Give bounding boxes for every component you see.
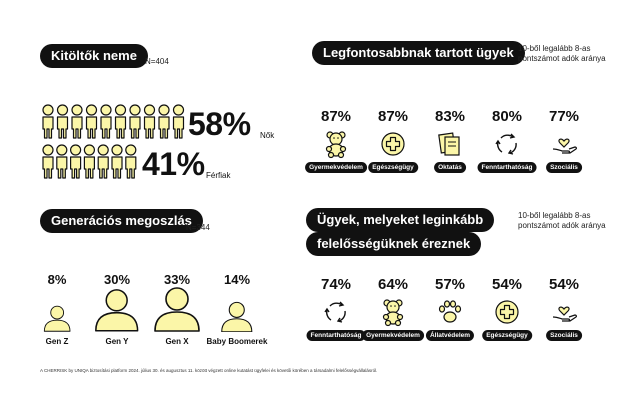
footer-note: A CHERRISK by UNIQA biztosítási platform… — [40, 368, 378, 373]
books-icon — [438, 132, 460, 156]
topic-item: 80% Fenntarthatóság — [475, 108, 539, 173]
generation-item: 33% Gen X — [142, 272, 212, 352]
generation-label: Baby Boomerek — [206, 337, 268, 346]
topic-percentage: 83% — [434, 108, 466, 125]
responsible-note-line1: 10-ből legalább 8-as — [518, 211, 591, 220]
important-note-line2: pontszámot adók aránya — [518, 54, 606, 63]
respondents-title: Kitöltők neme — [40, 44, 148, 68]
men-figures — [42, 144, 137, 179]
women-label: Nők — [260, 131, 275, 140]
topic-label: Gyermekvédelem — [362, 330, 424, 341]
person-bust-icon — [154, 287, 200, 332]
recycle-icon — [495, 133, 517, 155]
topic-percentage: 74% — [320, 276, 352, 293]
generation-percentage: 30% — [103, 272, 131, 287]
topic-label: Fenntarthatóság — [306, 330, 366, 341]
topic-item: 57% Állatvédelem — [418, 276, 482, 341]
topic-percentage: 64% — [377, 276, 409, 293]
generation-label: Gen X — [165, 337, 189, 346]
responsible-note: 10-ből legalább 8-as pontszámot adók ará… — [518, 211, 606, 231]
topic-percentage: 54% — [491, 276, 523, 293]
person-bust-icon — [221, 301, 253, 332]
women-figures — [42, 104, 185, 139]
helping-hand-icon — [552, 306, 578, 322]
topic-item: 83% Oktatás — [418, 108, 482, 173]
topic-percentage: 54% — [548, 276, 580, 293]
topic-item: 54% Szociális — [532, 276, 596, 341]
important-note: 10-ből legalább 8-as pontszámot adók ará… — [518, 44, 606, 64]
topic-item: 54% Egészségügy — [475, 276, 539, 341]
topic-item: 77% Szociális — [532, 108, 596, 173]
teddy-bear-icon — [325, 131, 347, 159]
generations-n: N=344 — [186, 223, 210, 232]
men-label: Férfiak — [206, 171, 231, 180]
teddy-bear-icon — [382, 299, 404, 327]
women-percentage: 58% — [188, 106, 251, 142]
generation-label: Gen Y — [105, 337, 129, 346]
topic-label: Fenntarthatóság — [477, 162, 537, 173]
topic-percentage: 87% — [320, 108, 352, 125]
generation-item: 30% Gen Y — [82, 272, 152, 352]
important-note-line1: 10-ből legalább 8-as — [518, 44, 591, 53]
medical-cross-icon — [495, 300, 519, 324]
men-percentage: 41% — [142, 146, 205, 182]
recycle-icon — [324, 301, 346, 323]
topic-label: Szociális — [546, 162, 582, 173]
topic-item: 87% Egészségügy — [361, 108, 425, 173]
helping-hand-icon — [552, 138, 578, 154]
generation-percentage: 8% — [47, 272, 67, 287]
generation-label: Gen Z — [45, 337, 69, 346]
topic-percentage: 80% — [491, 108, 523, 125]
generations-title: Generációs megoszlás — [40, 209, 203, 233]
topic-item: 74% Fenntarthatóság — [304, 276, 368, 341]
topic-label: Gyermekvédelem — [305, 162, 367, 173]
important-title: Legfontosabbnak tartott ügyek — [312, 41, 525, 65]
paw-icon — [438, 300, 462, 323]
topic-label: Szociális — [546, 330, 582, 341]
generation-item: 14% Baby Boomerek — [202, 272, 272, 352]
topic-percentage: 87% — [377, 108, 409, 125]
responsible-title-line2: felelősségüknek éreznek — [306, 232, 482, 256]
topic-label: Egészségügy — [482, 330, 532, 341]
generation-item: 8% Gen Z — [22, 272, 92, 352]
topic-label: Egészségügy — [368, 162, 418, 173]
medical-cross-icon — [381, 132, 405, 156]
topic-item: 64% Gyermekvédelem — [361, 276, 425, 341]
topic-label: Oktatás — [434, 162, 466, 173]
person-bust-icon — [43, 305, 71, 332]
responsible-title-line1: Ügyek, melyeket leginkább — [306, 208, 495, 232]
respondents-n: N=404 — [145, 57, 169, 66]
topic-percentage: 77% — [548, 108, 580, 125]
person-bust-icon — [95, 289, 139, 332]
generation-percentage: 14% — [223, 272, 251, 287]
responsible-note-line2: pontszámot adók aránya — [518, 221, 606, 230]
topic-label: Állatvédelem — [425, 330, 475, 341]
generation-percentage: 33% — [163, 272, 191, 287]
topic-percentage: 57% — [434, 276, 466, 293]
topic-item: 87% Gyermekvédelem — [304, 108, 368, 173]
